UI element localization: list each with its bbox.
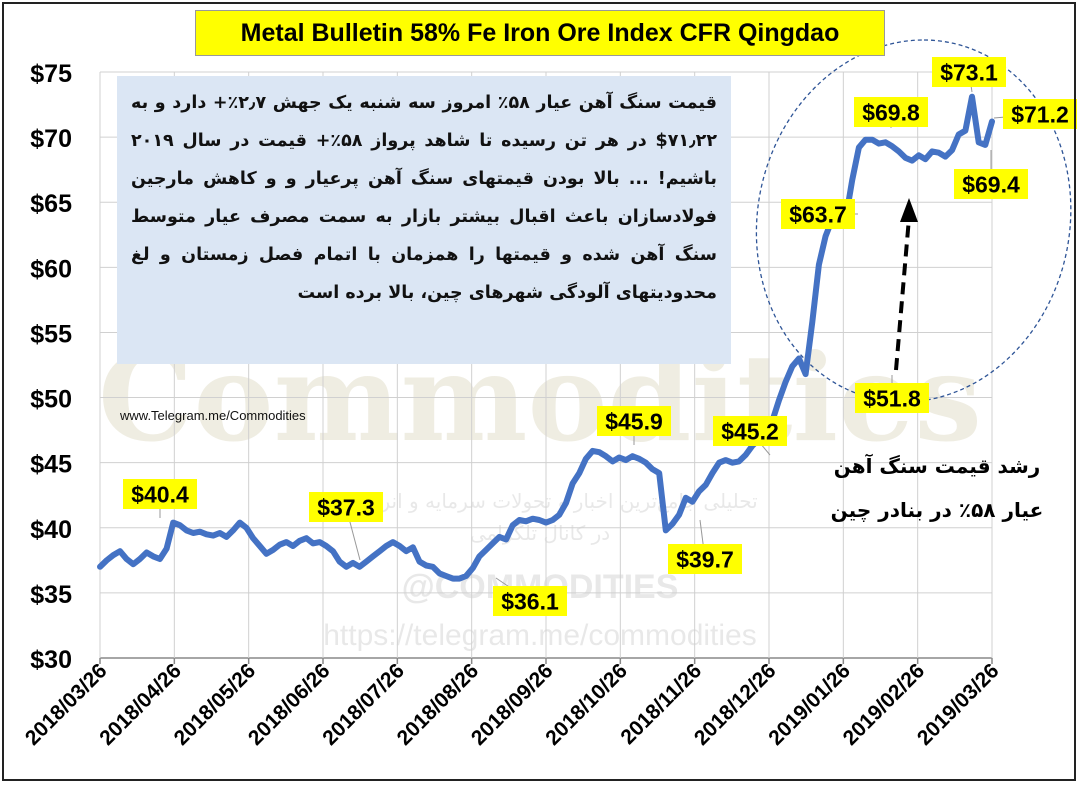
annotation-label-bg bbox=[932, 57, 1006, 87]
annotation-label-bg bbox=[854, 97, 928, 127]
source-link[interactable]: www.Telegram.me/Commodities bbox=[120, 408, 306, 423]
annotation-label: $37.3 bbox=[317, 495, 375, 521]
annotation-label: $63.7 bbox=[789, 202, 847, 228]
annotation-label-bg bbox=[123, 479, 197, 509]
watermark-url: https://telegram.me/commodities bbox=[323, 619, 757, 652]
y-tick-label: $50 bbox=[30, 386, 72, 414]
side-caption-line-1: رشد قیمت سنگ آهن bbox=[833, 454, 1041, 478]
annotation-label: $36.1 bbox=[501, 589, 559, 615]
y-tick-label: $65 bbox=[30, 190, 72, 218]
annotation-label-bg bbox=[954, 169, 1028, 199]
chart-title: Metal Bulletin 58% Fe Iron Ore Index CFR… bbox=[195, 10, 885, 56]
y-tick-label: $75 bbox=[30, 60, 72, 88]
annotation-label: $45.2 bbox=[721, 419, 779, 445]
y-tick-label: $30 bbox=[30, 646, 72, 674]
trend-arrow bbox=[894, 198, 918, 371]
annotation-label: $40.4 bbox=[131, 482, 189, 508]
side-caption: رشد قیمت سنگ آهن عیار ۵۸٪ در بنادر چین bbox=[812, 444, 1062, 532]
annotation-label-bg bbox=[1003, 99, 1077, 129]
annotation-label: $73.1 bbox=[940, 60, 998, 86]
commentary-box: قیمت سنگ آهن عیار ۵۸٪ امروز سه شنبه یک ج… bbox=[117, 76, 731, 364]
annotation-labels: $40.4 $37.3 $36.1 $45.9 $39.7 $45.2 $63.7 $51.8… bbox=[123, 57, 1077, 616]
y-tick-label: $55 bbox=[30, 320, 72, 348]
y-tick-label: $40 bbox=[30, 516, 72, 544]
annotation-label: $71.2 bbox=[1011, 102, 1069, 128]
annotation-label-bg bbox=[781, 199, 855, 229]
annotation-label-bg bbox=[597, 406, 671, 436]
annotation-label-bg bbox=[668, 544, 742, 574]
annotation-label: $51.8 bbox=[863, 386, 921, 412]
y-tick-label: $60 bbox=[30, 255, 72, 283]
annotation-label: $45.9 bbox=[605, 409, 663, 435]
annotation-label-bg bbox=[855, 383, 929, 413]
y-tick-label: $45 bbox=[30, 451, 72, 479]
annotation-label: $39.7 bbox=[676, 547, 734, 573]
annotation-label-bg bbox=[713, 416, 787, 446]
annotation-label-bg bbox=[493, 586, 567, 616]
y-tick-label: $70 bbox=[30, 125, 72, 153]
annotation-label: $69.8 bbox=[862, 100, 920, 126]
annotation-label-bg bbox=[309, 492, 383, 522]
side-caption-line-2: عیار ۵۸٪ در بنادر چین bbox=[830, 498, 1044, 522]
annotation-label: $69.4 bbox=[962, 172, 1020, 198]
y-tick-label: $35 bbox=[30, 581, 72, 609]
y-axis: $30 $35 $40 $45 $50 $55 $60 $65 $70 $75 bbox=[30, 60, 72, 674]
